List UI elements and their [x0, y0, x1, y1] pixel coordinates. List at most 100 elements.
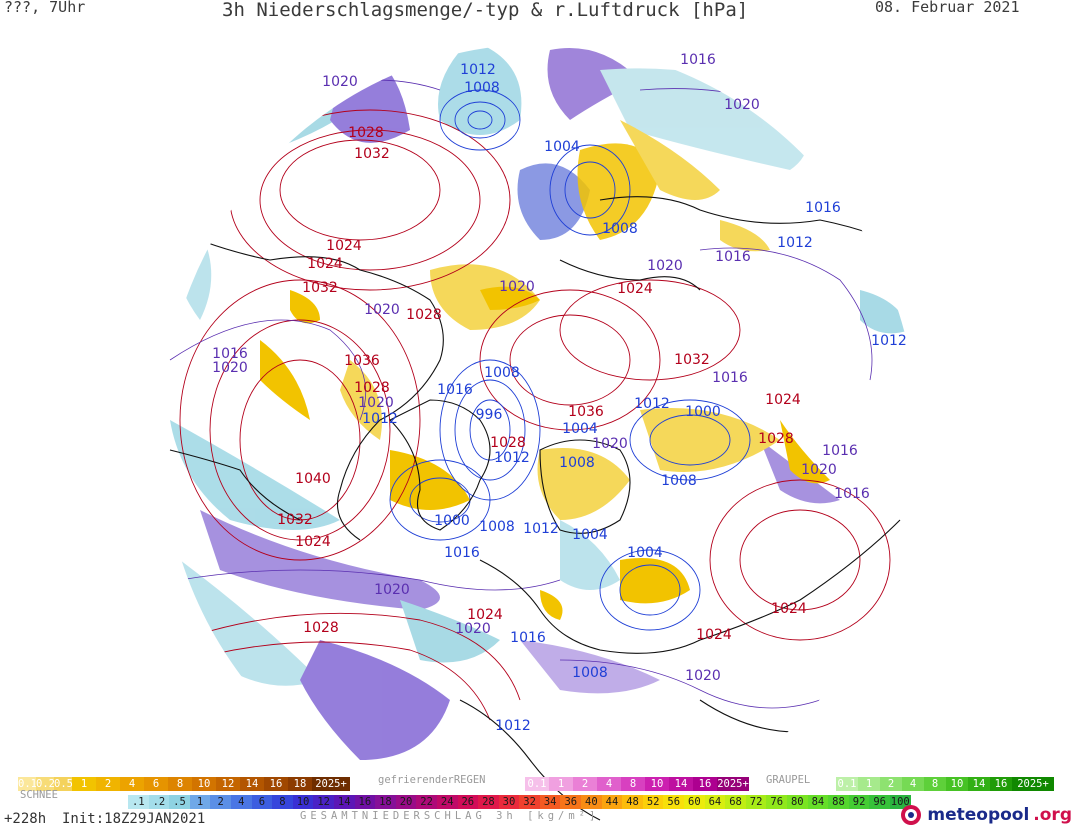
isobar-label: 1008: [572, 665, 608, 681]
legend-cell: 2025+: [312, 777, 350, 791]
legend-cell: 16: [693, 777, 717, 791]
isobar-label: 1020: [455, 621, 491, 637]
legend-cell: 14: [968, 777, 990, 791]
isobar-label: 1008: [464, 80, 500, 96]
legend-cell: 16: [990, 777, 1012, 791]
isobar-label: 1016: [444, 545, 480, 561]
isobar-label: 1032: [302, 280, 338, 296]
legend-cell: 30: [498, 795, 520, 809]
isobar-label: 1040: [295, 471, 331, 487]
legend-cell: 4: [230, 795, 252, 809]
isobar-label: 1008: [559, 455, 595, 471]
isobar-label: 1012: [634, 396, 670, 412]
legend-cell: 32: [519, 795, 540, 809]
legend-cell: 1: [858, 777, 880, 791]
legend-cell: 40: [581, 795, 602, 809]
snow-areas: [260, 120, 830, 620]
isobar-label: 1028: [354, 380, 390, 396]
isobar-label: 1024: [765, 392, 801, 408]
isobar-label: 1024: [771, 601, 807, 617]
legend-cell: 8: [168, 777, 192, 791]
legend-cell: 0.1: [525, 777, 549, 791]
isobar-label: 1024: [295, 534, 331, 550]
legend-cell: 84: [807, 795, 829, 809]
legend-cell: 100: [889, 795, 911, 809]
isobar-label: 1012: [460, 62, 496, 78]
isobar-label: 1008: [479, 519, 515, 535]
legend-cell: 8: [621, 777, 645, 791]
brand-tld: .org: [1033, 805, 1072, 825]
isobar-label: 1024: [307, 256, 343, 272]
legend-cell: 14: [669, 777, 693, 791]
legend-cell: 60: [684, 795, 705, 809]
legend-cell: 16: [264, 777, 288, 791]
freezing-rain-legend: 0.1 1 2 4 8 10 14 16 2025+: [525, 777, 749, 791]
isobar-label: 1012: [362, 411, 398, 427]
isobar-label: 1028: [758, 431, 794, 447]
legend-cell: 4: [120, 777, 144, 791]
map-disk: [162, 44, 918, 828]
legend-cell: 0.5: [54, 777, 72, 791]
legend-cell: 4: [597, 777, 621, 791]
legend-cell: 48: [622, 795, 643, 809]
legend-cell: 80: [787, 795, 808, 809]
legend-cell: 4: [902, 777, 924, 791]
legend-cell: 12: [313, 795, 334, 809]
isobar-label: 1032: [674, 352, 710, 368]
legend-cell: 10: [292, 795, 314, 809]
isobar-label: 1028: [303, 620, 339, 636]
isobar-label: 1008: [602, 221, 638, 237]
legend-cell: 2: [880, 777, 902, 791]
isobar-label: 1016: [805, 200, 841, 216]
legend-cell: 8: [924, 777, 946, 791]
isobar-label: 1020: [364, 302, 400, 318]
legend-cell: 6: [251, 795, 273, 809]
legend-cell: 18: [288, 777, 312, 791]
legend-cell: 68: [725, 795, 746, 809]
legend-cell: 10: [192, 777, 216, 791]
legend-cell: 26: [457, 795, 479, 809]
legend-cell: 20: [395, 795, 417, 809]
legend-cell: 18: [375, 795, 396, 809]
legend-cell: 96: [869, 795, 890, 809]
legend-cell: 6: [144, 777, 168, 791]
isobar-label: 1024: [696, 627, 732, 643]
graupel-legend: 0.1 1 2 4 8 10 14 16 2025+: [836, 777, 1054, 791]
legend-cell: 2: [573, 777, 597, 791]
brand-logo[interactable]: meteopool .org: [899, 803, 1072, 827]
legend-cell: 2025+: [717, 777, 749, 791]
isobar-label: 1016: [212, 346, 248, 362]
legend-cell: 1: [189, 795, 211, 809]
isobar-label: 1012: [494, 450, 530, 466]
low-pressure-isobars: [389, 89, 751, 631]
legend-cell: 92: [848, 795, 870, 809]
isobar-label: 1036: [568, 404, 604, 420]
legend-cell: .5: [169, 795, 190, 809]
isobar-label: 1020: [322, 74, 358, 90]
isobar-label: 1020: [358, 395, 394, 411]
legend-cell: 14: [333, 795, 355, 809]
isobar-label: 1004: [562, 421, 598, 437]
isobar-label: 1016: [715, 249, 751, 265]
isobar-label: 1016: [822, 443, 858, 459]
legend-cell: .1: [128, 795, 149, 809]
legend-cell: .2: [148, 795, 170, 809]
isobar-label: 1012: [871, 333, 907, 349]
legend-cell: 56: [663, 795, 685, 809]
isobar-label: 1032: [354, 146, 390, 162]
isobar-label: 1016: [834, 486, 870, 502]
forecast-hour: +228h: [4, 811, 47, 827]
legend-cell: 2025+: [1012, 777, 1054, 791]
isobar-label: 1012: [777, 235, 813, 251]
legend-cell: 14: [240, 777, 264, 791]
isobar-label: 1028: [406, 307, 442, 323]
legend-cell: 76: [766, 795, 787, 809]
isobar-label: 1000: [685, 404, 721, 420]
isobar-label: 1008: [484, 365, 520, 381]
legend-cell: 8: [272, 795, 293, 809]
date-label: 08. Februar 2021: [875, 0, 1020, 16]
graupel-label: GRAUPEL: [766, 774, 811, 786]
isobar-label: 1004: [627, 545, 663, 561]
